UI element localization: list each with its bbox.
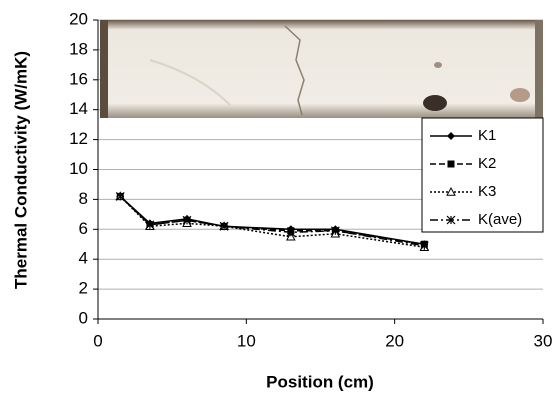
y-tick-label: 6	[79, 219, 88, 238]
y-tick-label: 4	[79, 249, 88, 268]
x-axis-label: Position (cm)	[266, 372, 374, 391]
photo-spot	[423, 95, 447, 111]
photo	[100, 20, 543, 118]
y-tick-label: 2	[79, 279, 88, 298]
legend-label: K2	[478, 155, 496, 172]
marker	[446, 186, 456, 196]
x-tick-label: 30	[534, 331, 553, 350]
marker	[330, 226, 340, 236]
x-tick-label: 0	[93, 331, 102, 350]
marker	[115, 191, 125, 201]
y-tick-label: 12	[69, 129, 88, 148]
photo-edge	[100, 20, 108, 118]
marker	[447, 132, 455, 140]
legend-box	[421, 117, 544, 233]
marker	[447, 160, 455, 168]
marker	[285, 231, 296, 241]
marker	[145, 220, 155, 230]
y-tick-label: 10	[69, 159, 88, 178]
y-tick-label: 0	[79, 308, 88, 327]
y-tick-label: 16	[69, 69, 88, 88]
marker	[446, 215, 456, 225]
x-tick-label: 20	[385, 331, 404, 350]
y-tick-label: 20	[69, 9, 88, 28]
marker	[182, 215, 192, 225]
marker	[286, 227, 296, 237]
photo-spot	[434, 62, 442, 68]
y-tick-label: 18	[69, 39, 88, 58]
y-tick-label: 14	[69, 99, 88, 118]
photo-edge	[535, 20, 543, 118]
y-axis-label: Thermal Conductivity (W/mK)	[11, 51, 30, 289]
photo-background	[100, 20, 543, 118]
y-tick-label: 8	[79, 189, 88, 208]
photo-spot	[510, 88, 530, 102]
x-tick-label: 10	[237, 331, 256, 350]
legend-label: K3	[478, 183, 496, 200]
series-line	[119, 195, 425, 245]
marker	[219, 221, 229, 231]
marker	[419, 241, 429, 251]
legend-label: K(ave)	[478, 211, 522, 228]
photo-crack	[284, 25, 305, 116]
photo-texture	[149, 59, 231, 106]
legend-label: K1	[478, 127, 496, 144]
